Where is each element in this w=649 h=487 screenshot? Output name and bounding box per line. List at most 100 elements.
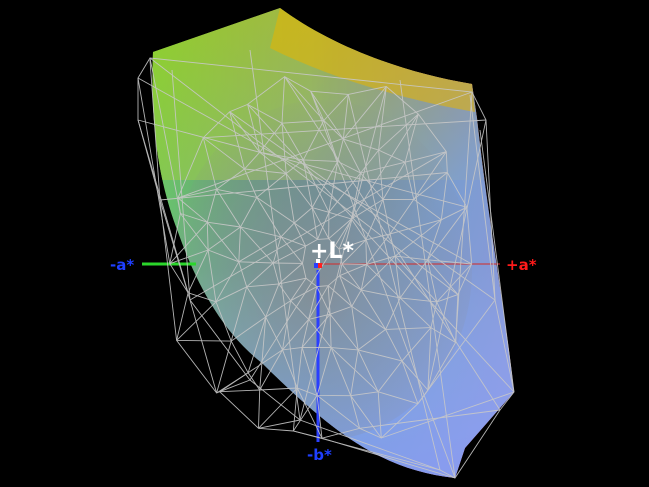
wireframe-edge [238,236,282,263]
wireframe-edge [404,113,419,163]
wireframe-edge [244,168,258,198]
wireframe-edge [216,340,232,394]
wireframe-edge [401,360,429,391]
wireframe-edge [301,313,331,348]
wireframe-edge [350,349,359,396]
wireframe-edge [385,327,432,330]
wireframe-edge [169,249,209,265]
wireframe-edge [316,395,323,439]
wireframe-edge [385,329,403,362]
wireframe-edge [246,262,274,288]
wireframe-edge [311,207,330,239]
wireframe-edge [265,283,280,318]
wireframe-edge [381,391,515,439]
wireframe-edge [365,199,384,241]
wireframe-edge [137,119,189,293]
wireframe-edge [417,299,496,404]
wireframe-edge [169,221,208,265]
wireframe-edge [342,138,362,174]
wireframe-edge [427,206,468,261]
gamut-top-face [270,8,475,112]
wireframe-edge [216,372,249,394]
wireframe-edge [378,391,419,405]
wireframe-edge [294,222,318,240]
wireframe-edge [427,259,472,265]
wireframe-edge [281,76,286,124]
wireframe-edge [337,138,344,162]
wireframe-edge [238,261,274,264]
wireframe-edge [338,218,352,250]
wireframe-edge [240,226,274,264]
wireframe-edge [230,316,266,342]
wireframe-edge [360,289,386,330]
wireframe-edge [137,119,468,208]
wireframe-edge [177,91,473,199]
wireframe-edge [247,349,283,374]
wireframe-edge [377,391,382,439]
wireframe-edge [357,349,379,392]
wireframe-edge [361,289,401,299]
wireframe-edge [149,57,181,214]
wireframe-edge [247,316,267,373]
wireframe-edge [207,226,241,251]
wireframe-edge [249,49,301,421]
wireframe-edge [280,236,303,264]
wireframe-edge [296,347,303,389]
wireframe-edge [137,77,472,265]
wireframe-edge [256,197,282,238]
wireframe-edge [329,313,359,351]
wireframe-edge [360,149,379,174]
wireframe-edge [308,319,332,348]
wireframe-edge [316,286,331,315]
wireframe-edge [280,236,306,247]
wireframe-edge [206,221,240,263]
wireframe-edge [230,286,248,342]
wireframe-edge [329,314,332,348]
wireframe-edge [159,172,448,201]
wireframe-edge [328,218,352,240]
wireframe-edge [258,387,298,429]
wireframe-edge [187,292,217,303]
wireframe-edge [365,233,391,241]
wireframe-edge [149,59,161,201]
wireframe-edge [249,113,419,381]
wireframe-edge [293,222,307,247]
wireframe-edge [202,137,217,190]
wireframe-edge [258,419,301,429]
wireframe-edge [278,263,303,285]
wireframe-edge [436,263,473,303]
wireframe-edge [378,150,384,200]
wireframe-edge [290,286,318,302]
wireframe-edge [177,197,208,223]
wireframe-edge [219,389,260,393]
wireframe-edge [341,263,362,291]
wireframe-edge [180,213,209,251]
wireframe-edge [282,300,292,350]
wireframe-edge [244,168,287,174]
wireframe-edge [282,319,309,351]
wireframe-edge [378,86,387,151]
wireframe-edge [341,239,367,265]
wireframe-edge [360,161,406,174]
wireframe-edge [292,395,318,432]
wireframe-edge [328,172,361,213]
wireframe-edge [203,119,487,139]
wireframe-edge [350,395,382,439]
wireframe-edge [339,263,367,277]
wireframe-edge [399,297,432,328]
wireframe-edge [259,316,267,391]
wireframe-edge [137,77,171,264]
wireframe-edge [189,299,218,394]
wireframe-edge [366,264,401,299]
wireframe-edge [350,395,361,429]
wireframe-edge [308,286,318,320]
wireframe-edge [229,111,496,301]
wireframe-edge [259,349,283,391]
wireframe-edge [308,285,329,320]
wireframe-edge [265,300,291,318]
wireframe-edge [177,188,217,199]
wireframe-edge [256,197,295,224]
wireframe-edge [187,249,209,293]
origin-marker [314,259,322,268]
